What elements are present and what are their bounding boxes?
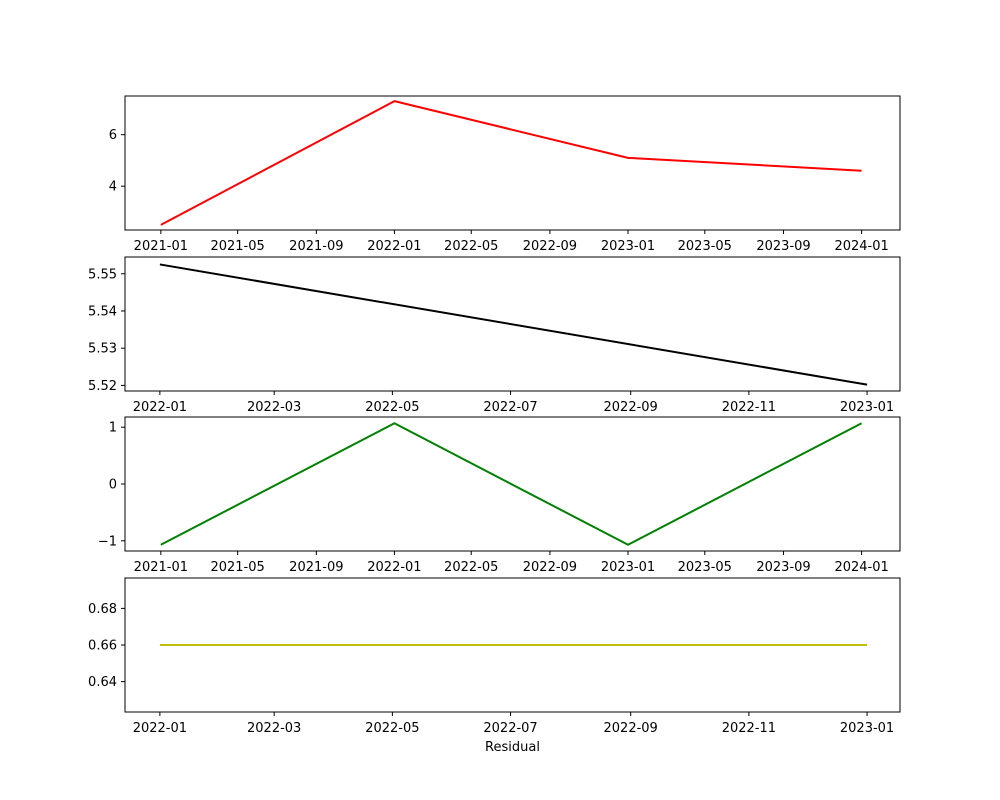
x-tick-label: 2022-09 [523, 560, 577, 575]
x-tick-label: 2022-05 [365, 400, 419, 415]
x-tick-label: 2022-09 [604, 400, 658, 415]
x-tick-label: 2023-01 [601, 239, 655, 254]
x-tick-label: 2022-05 [365, 721, 419, 736]
x-tick-label: 2022-03 [247, 721, 301, 736]
x-tick-label: 2021-09 [289, 239, 343, 254]
series-line-1-1 [160, 100, 862, 226]
y-tick-label: 5.52 [88, 379, 117, 394]
y-tick-label: 6 [109, 128, 117, 143]
y-tick-label: 4 [109, 180, 117, 195]
x-tick-label: 2023-01 [840, 721, 894, 736]
x-tick-label: 2021-01 [134, 239, 188, 254]
series-line-3-1 [160, 422, 863, 546]
x-axis-label: Residual [485, 740, 540, 755]
x-tick-label: 2022-09 [604, 721, 658, 736]
y-tick-label: 0.64 [88, 675, 117, 690]
y-tick-label: 0 [109, 478, 117, 493]
y-tick-label: −1 [98, 534, 117, 549]
y-tick-label: 0.68 [88, 602, 117, 617]
x-tick-label: 2024-01 [834, 560, 888, 575]
x-tick-label: 2022-09 [523, 239, 577, 254]
y-tick-label: 5.53 [88, 342, 117, 357]
subplot-3: 2021-01 2021-05 2021-09 2022-01 2022-05 2022-… [98, 416, 901, 575]
x-tick-label: 2023-09 [756, 239, 810, 254]
x-tick-label: 2022-01 [133, 400, 187, 415]
series-line-2-1 [159, 263, 868, 386]
y-tick-label: 0.66 [88, 639, 117, 654]
x-tick-label: 2024-01 [834, 239, 888, 254]
x-tick-label: 2023-05 [678, 560, 732, 575]
subplot-4: 2022-01 2022-03 2022-05 2022-07 2022-09 2022-… [88, 577, 901, 755]
plot-frame [124, 256, 901, 392]
subplot-1: 2021-01 2021-05 2021-09 2022-01 2022-05 2022-… [109, 95, 901, 254]
subplot-2: 2022-01 2022-03 2022-05 2022-07 2022-09 2022-… [88, 256, 901, 415]
x-tick-label: 2021-05 [210, 239, 264, 254]
x-tick-label: 2022-05 [444, 239, 498, 254]
y-tick-label: 5.54 [88, 304, 117, 319]
x-tick-label: 2022-07 [483, 721, 537, 736]
x-tick-label: 2022-07 [483, 400, 537, 415]
x-tick-label: 2023-05 [678, 239, 732, 254]
y-tick-label: 1 [109, 421, 117, 436]
x-tick-label: 2021-01 [134, 560, 188, 575]
x-tick-label: 2022-01 [367, 560, 421, 575]
x-tick-label: 2022-05 [444, 560, 498, 575]
x-tick-label: 2022-01 [367, 239, 421, 254]
x-tick-label: 2023-01 [601, 560, 655, 575]
plot-frame [124, 95, 901, 231]
x-tick-label: 2022-01 [133, 721, 187, 736]
x-tick-label: 2023-09 [756, 560, 810, 575]
x-tick-label: 2022-11 [722, 721, 776, 736]
x-tick-label: 2022-03 [247, 400, 301, 415]
x-tick-label: 2023-01 [840, 400, 894, 415]
x-tick-label: 2022-11 [722, 400, 776, 415]
x-tick-label: 2021-05 [210, 560, 264, 575]
x-tick-label: 2021-09 [289, 560, 343, 575]
y-tick-label: 5.55 [88, 267, 117, 282]
